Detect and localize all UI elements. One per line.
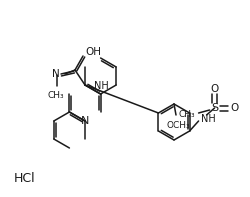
Text: N: N — [80, 116, 89, 126]
Text: OH: OH — [85, 47, 100, 57]
Text: OCH₃: OCH₃ — [166, 121, 189, 130]
Text: HCl: HCl — [14, 172, 36, 185]
Text: CH₃: CH₃ — [178, 110, 195, 119]
Text: S: S — [210, 103, 217, 113]
Text: CH₃: CH₃ — [48, 91, 64, 100]
Text: NH: NH — [200, 114, 214, 124]
Text: N: N — [52, 69, 60, 79]
Text: O: O — [210, 84, 218, 94]
Text: O: O — [230, 103, 238, 113]
Text: NH: NH — [94, 81, 108, 91]
